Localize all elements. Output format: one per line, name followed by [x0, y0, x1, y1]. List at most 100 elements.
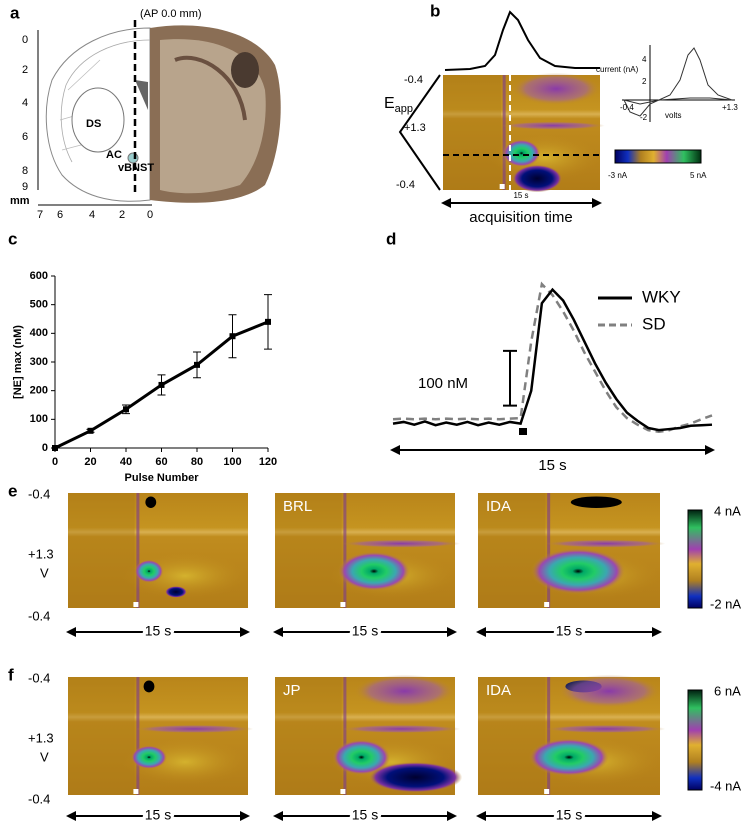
x-tick-label: 40 [120, 456, 132, 468]
stim-marker [133, 602, 139, 607]
colorbar [614, 149, 702, 164]
stim-band [547, 493, 551, 608]
band [501, 121, 605, 130]
point [87, 427, 94, 434]
region-label: vBNST [118, 162, 154, 174]
colorbar-label: -2 nA [710, 596, 741, 611]
y-tick-label: 600 [30, 270, 48, 282]
colorbar [687, 509, 703, 609]
dark-blob [512, 164, 563, 193]
purple-blob [558, 674, 660, 708]
condition-label: IDA [486, 498, 511, 515]
point [229, 333, 236, 340]
scale-label: 0 [22, 34, 28, 46]
green-blob [530, 548, 626, 595]
x-axis-label: Pulse Number [125, 472, 200, 484]
band [341, 724, 461, 734]
panel-label: b [430, 1, 440, 20]
time-label: 15 s [538, 457, 566, 474]
scale-label: 7 [37, 209, 43, 221]
stim-band [343, 493, 347, 608]
inset-tick: -0.4 [620, 103, 634, 112]
panel-label: e [8, 481, 17, 500]
scale-label: 2 [119, 209, 125, 221]
time-label: 15 s [556, 623, 582, 639]
potential-label: V [40, 565, 49, 580]
trace [392, 281, 713, 434]
trace [392, 287, 713, 432]
time-label: 15 s [513, 191, 528, 200]
point [52, 445, 58, 451]
prestim [68, 493, 135, 608]
cv-inset [622, 45, 735, 122]
stim-marker [340, 789, 346, 794]
condition-label: JP [283, 682, 301, 699]
colorbar-label: -4 nA [710, 778, 741, 793]
panel-label: f [8, 665, 14, 684]
x-tick-label: 120 [259, 456, 277, 468]
prestim [478, 677, 546, 795]
panel-label: a [10, 3, 20, 22]
prestim [275, 493, 342, 608]
x-tick-label: 20 [84, 456, 96, 468]
purple-blob [354, 674, 455, 708]
top-blob [570, 496, 622, 508]
brain-atlas [37, 20, 281, 206]
point [158, 381, 165, 388]
band [545, 724, 666, 734]
stim-band [136, 677, 140, 795]
potential-label: +1.3 [28, 730, 54, 745]
dark-blob [368, 761, 463, 793]
waveform [398, 74, 441, 191]
annotation: (AP 0.0 mm) [140, 8, 202, 20]
color-plot [275, 493, 461, 608]
stim-marker [544, 602, 550, 607]
waveform-label: Eapp [384, 95, 413, 115]
color-plot [478, 493, 666, 608]
legend-label: SD [642, 314, 666, 333]
dark-blob [165, 586, 187, 598]
band [545, 539, 666, 548]
potential-label: +1.3 [404, 122, 426, 134]
stim-band [343, 677, 347, 795]
stim-band [547, 677, 551, 795]
green-blob [502, 139, 541, 167]
colorbar-label: 4 nA [714, 503, 741, 518]
color-plot [443, 72, 605, 193]
band [341, 539, 461, 548]
stim-band [136, 493, 140, 608]
potential-label: -0.4 [28, 608, 50, 623]
stim-marker [133, 789, 139, 794]
potential-label: V [40, 749, 49, 764]
prestim [275, 677, 342, 795]
potential-label: -0.4 [28, 486, 50, 501]
stim-marker [499, 184, 505, 189]
scale-bar-label: 100 nM [418, 375, 468, 392]
purple-blob [512, 72, 600, 105]
point [123, 406, 129, 413]
top-blob [145, 496, 157, 508]
stim-marker [519, 428, 527, 435]
color-plot [68, 677, 254, 795]
y-tick-label: 0 [42, 442, 48, 454]
color-plot [68, 493, 248, 608]
potential-label: -0.4 [404, 74, 423, 86]
x-tick-label: 0 [52, 456, 58, 468]
scale-label: 6 [57, 209, 63, 221]
time-label: 15 s [352, 807, 378, 823]
potential-label: -0.4 [28, 670, 50, 685]
stim-band [502, 75, 506, 190]
region-label: AC [106, 149, 122, 161]
y-tick-label: 500 [30, 299, 48, 311]
point [194, 361, 200, 368]
unit-label: mm [10, 195, 30, 207]
time-label: 15 s [145, 807, 171, 823]
axis-label: acquisition time [469, 209, 572, 226]
color-plot [478, 674, 666, 795]
green-blob [332, 739, 391, 775]
scale-label: 6 [22, 131, 28, 143]
inset-ylabel: current (nA) [596, 65, 639, 74]
colorbar [687, 689, 703, 791]
y-tick-label: 100 [30, 413, 48, 425]
scale-label: 2 [22, 64, 28, 76]
